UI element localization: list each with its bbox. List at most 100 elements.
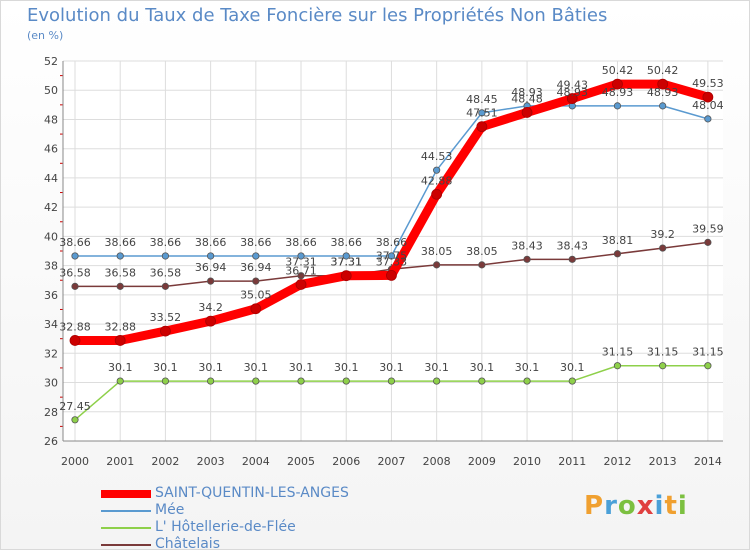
logo-letter: r — [604, 491, 618, 521]
data-label-chatelais: 37.31 — [285, 256, 317, 269]
data-point-hotellerie — [116, 377, 124, 385]
data-point-hotellerie — [433, 377, 441, 385]
data-label-hotellerie: 30.1 — [334, 361, 359, 374]
data-label-hotellerie: 30.1 — [515, 361, 540, 374]
data-point-hotellerie — [297, 377, 305, 385]
logo-letter: i — [677, 491, 688, 521]
data-label-saint-quentin: 50.42 — [602, 64, 634, 77]
data-label-chatelais: 37.75 — [376, 249, 408, 262]
data-point-hotellerie — [161, 377, 170, 385]
data-point-mee — [207, 252, 215, 260]
data-point-mee — [342, 252, 350, 260]
data-label-chatelais: 38.43 — [511, 239, 543, 252]
data-label-chatelais: 37.31 — [330, 256, 362, 269]
data-label-hotellerie: 30.1 — [198, 361, 223, 374]
data-label-saint-quentin: 49.53 — [692, 77, 724, 90]
x-tick-label: 2012 — [603, 455, 631, 468]
data-label-mee: 48.93 — [557, 86, 589, 99]
legend: SAINT-QUENTIN-LES-ANGES Mée L' Hôtelleri… — [101, 485, 521, 550]
data-point-hotellerie — [523, 377, 531, 385]
data-point-saint-quentin — [521, 107, 533, 118]
y-tick-label: 36 — [44, 289, 58, 302]
y-tick-label: 26 — [44, 435, 58, 448]
data-point-hotellerie — [704, 362, 712, 370]
logo-letter: o — [617, 491, 637, 521]
legend-label-chatelais: Châtelais — [155, 536, 220, 550]
x-tick-label: 2014 — [694, 455, 722, 468]
y-tick-label: 34 — [44, 318, 58, 331]
data-label-mee: 38.66 — [330, 236, 362, 249]
unit-label: (en %) — [27, 29, 64, 42]
data-point-hotellerie — [342, 377, 350, 385]
data-point-mee — [161, 252, 170, 260]
data-point-mee — [704, 115, 712, 123]
legend-label-mee: Mée — [155, 502, 185, 518]
y-tick-label: 28 — [44, 406, 58, 419]
data-label-chatelais: 36.94 — [240, 261, 272, 274]
data-point-chatelais — [116, 282, 124, 290]
data-point-mee — [659, 102, 667, 110]
chart-title: Evolution du Taux de Taxe Foncière sur l… — [27, 5, 608, 26]
data-point-mee — [478, 109, 486, 117]
data-label-saint-quentin: 35.05 — [240, 289, 272, 302]
legend-label-saint-quentin: SAINT-QUENTIN-LES-ANGES — [155, 485, 349, 501]
data-point-hotellerie — [71, 416, 79, 424]
data-point-saint-quentin — [205, 315, 217, 327]
data-point-mee — [297, 252, 305, 260]
data-point-mee — [433, 166, 441, 174]
data-label-chatelais: 38.81 — [602, 234, 634, 247]
data-point-saint-quentin — [702, 91, 714, 103]
data-point-chatelais — [71, 282, 79, 290]
y-tick-label: 38 — [44, 260, 58, 273]
data-label-mee: 38.66 — [285, 236, 317, 249]
data-label-saint-quentin: 42.88 — [421, 174, 453, 187]
data-point-hotellerie — [478, 377, 486, 385]
data-label-mee: 38.66 — [59, 236, 91, 249]
x-tick-label: 2009 — [468, 455, 496, 468]
data-point-chatelais — [433, 261, 441, 269]
y-tick-label: 40 — [44, 230, 58, 243]
data-label-mee: 48.93 — [511, 86, 543, 99]
data-point-saint-quentin — [340, 270, 352, 282]
legend-item-mee: Mée — [101, 502, 521, 519]
data-point-mee — [387, 252, 396, 260]
data-point-saint-quentin — [114, 335, 126, 346]
data-label-hotellerie: 30.1 — [470, 361, 495, 374]
data-label-mee: 38.66 — [376, 236, 408, 249]
data-label-mee: 44.53 — [421, 150, 453, 163]
data-label-chatelais: 36.58 — [104, 266, 136, 279]
x-tick-label: 2005 — [287, 455, 315, 468]
data-point-saint-quentin — [476, 121, 488, 133]
data-label-saint-quentin: 37.31 — [330, 256, 362, 269]
legend-swatch-hotellerie — [101, 527, 151, 529]
x-tick-label: 2002 — [151, 455, 179, 468]
data-point-hotellerie — [613, 362, 622, 370]
data-label-chatelais: 36.58 — [59, 266, 91, 279]
logo-letter: P — [584, 491, 605, 521]
data-label-saint-quentin: 48.48 — [511, 92, 543, 105]
data-point-chatelais — [659, 244, 667, 252]
data-label-hotellerie: 30.1 — [379, 361, 404, 374]
data-point-saint-quentin — [386, 270, 397, 281]
data-label-hotellerie: 31.15 — [602, 346, 634, 359]
data-label-saint-quentin: 32.88 — [104, 320, 136, 333]
data-label-saint-quentin: 47.51 — [466, 107, 498, 120]
data-point-mee — [613, 102, 622, 110]
y-tick-label: 52 — [44, 55, 58, 68]
data-label-chatelais: 39.2 — [650, 228, 675, 241]
data-label-mee: 38.66 — [240, 236, 272, 249]
data-point-saint-quentin — [295, 279, 307, 290]
data-point-hotellerie — [207, 377, 215, 385]
y-tick-label: 42 — [44, 201, 58, 214]
data-label-saint-quentin: 49.43 — [557, 79, 589, 92]
y-tick-label: 44 — [44, 172, 58, 185]
data-point-chatelais — [252, 277, 260, 285]
legend-swatch-saint-quentin — [101, 490, 151, 498]
data-label-hotellerie: 30.1 — [244, 361, 269, 374]
data-point-mee — [116, 252, 124, 260]
legend-swatch-chatelais — [101, 544, 151, 546]
data-point-chatelais — [613, 250, 622, 258]
x-tick-label: 2000 — [61, 455, 89, 468]
